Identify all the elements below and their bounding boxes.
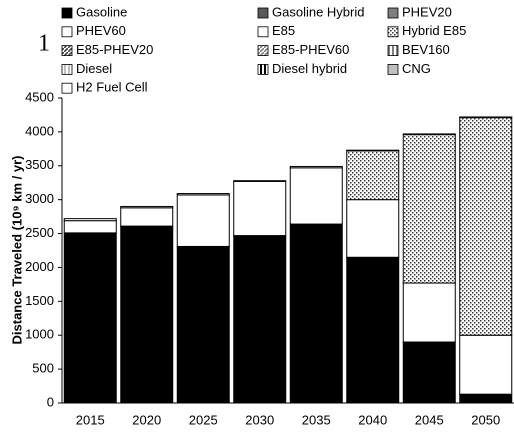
- bar-segment: [346, 149, 400, 152]
- y-tick-label: 2500: [25, 225, 54, 240]
- bar-segment: [289, 167, 343, 225]
- bar-segment: [63, 220, 117, 234]
- bar-segment: [233, 235, 287, 404]
- legend-swatch: [257, 7, 269, 19]
- bar-segment: [459, 334, 513, 395]
- legend-label: Gasoline: [76, 4, 127, 19]
- y-tick-label: 3000: [25, 191, 54, 206]
- x-tick-label: 2045: [415, 412, 444, 427]
- x-tick-label: 2050: [471, 412, 500, 427]
- bar-segment: [402, 133, 456, 136]
- legend-label: E85-PHEV60: [272, 42, 349, 57]
- legend-label: E85: [272, 23, 295, 38]
- bar-segment: [120, 205, 174, 209]
- legend-label: PHEV60: [76, 23, 126, 38]
- legend-swatch: [387, 45, 399, 56]
- legend-swatch: [257, 45, 269, 56]
- bar-segment: [176, 194, 230, 247]
- y-tick-label: 3500: [25, 157, 54, 172]
- legend-label: PHEV20: [402, 4, 452, 19]
- bar-segment: [346, 199, 400, 258]
- x-tick-label: 2020: [132, 412, 161, 427]
- legend-swatch: [61, 64, 73, 75]
- bar-segment: [459, 116, 513, 119]
- y-tick-label: 1500: [25, 293, 54, 308]
- bar-segment: [402, 134, 456, 284]
- bar-segment: [63, 232, 117, 404]
- legend-label: BEV160: [402, 42, 450, 57]
- legend-label: Diesel hybrid: [272, 61, 347, 76]
- y-tick-label: 4000: [25, 123, 54, 138]
- x-tick-label: 2035: [302, 412, 331, 427]
- bar-segment: [459, 117, 513, 336]
- bar-segment: [176, 245, 230, 404]
- legend-swatch: [387, 7, 399, 19]
- legend-label: Gasoline Hybrid: [272, 4, 365, 19]
- bar-segment: [346, 150, 400, 201]
- legend-label: H2 Fuel Cell: [76, 80, 148, 95]
- legend-label: CNG: [402, 61, 431, 76]
- legend-swatch: [61, 45, 73, 56]
- legend-swatch: [387, 64, 399, 75]
- legend-label: E85-PHEV20: [76, 42, 153, 57]
- legend-swatch: [61, 82, 73, 94]
- x-tick-label: 2030: [245, 412, 274, 427]
- y-tick-label: 500: [32, 361, 54, 376]
- y-tick-label: 0: [47, 394, 54, 409]
- legend-label: Hybrid E85: [402, 23, 466, 38]
- annotation: 1: [38, 31, 50, 57]
- x-tick-label: 2040: [358, 412, 387, 427]
- bar-segment: [176, 193, 230, 196]
- y-axis-label: Distance Traveled (10⁹ km / yr): [9, 156, 24, 345]
- bar-segment: [402, 282, 456, 343]
- bar-segment: [346, 256, 400, 404]
- x-tick-label: 2025: [189, 412, 218, 427]
- bar-segment: [120, 207, 174, 227]
- legend-swatch: [257, 26, 269, 38]
- y-tick-label: 2000: [25, 259, 54, 274]
- x-tick-label: 2015: [76, 412, 105, 427]
- legend-label: Diesel: [76, 61, 112, 76]
- bar-segment: [459, 393, 513, 404]
- bar-segment: [402, 341, 456, 404]
- bar-segment: [233, 180, 287, 182]
- bar-segment: [233, 180, 287, 237]
- bar-segment: [289, 223, 343, 404]
- bar-segment: [289, 165, 343, 169]
- legend-swatch: [61, 7, 73, 19]
- bar-segment: [63, 218, 117, 222]
- y-tick-label: 1000: [25, 327, 54, 342]
- bar-segment: [120, 225, 174, 404]
- legend-swatch: [387, 26, 399, 38]
- legend-swatch: [257, 64, 269, 75]
- legend-swatch: [61, 26, 73, 38]
- y-tick-label: 4500: [25, 89, 54, 104]
